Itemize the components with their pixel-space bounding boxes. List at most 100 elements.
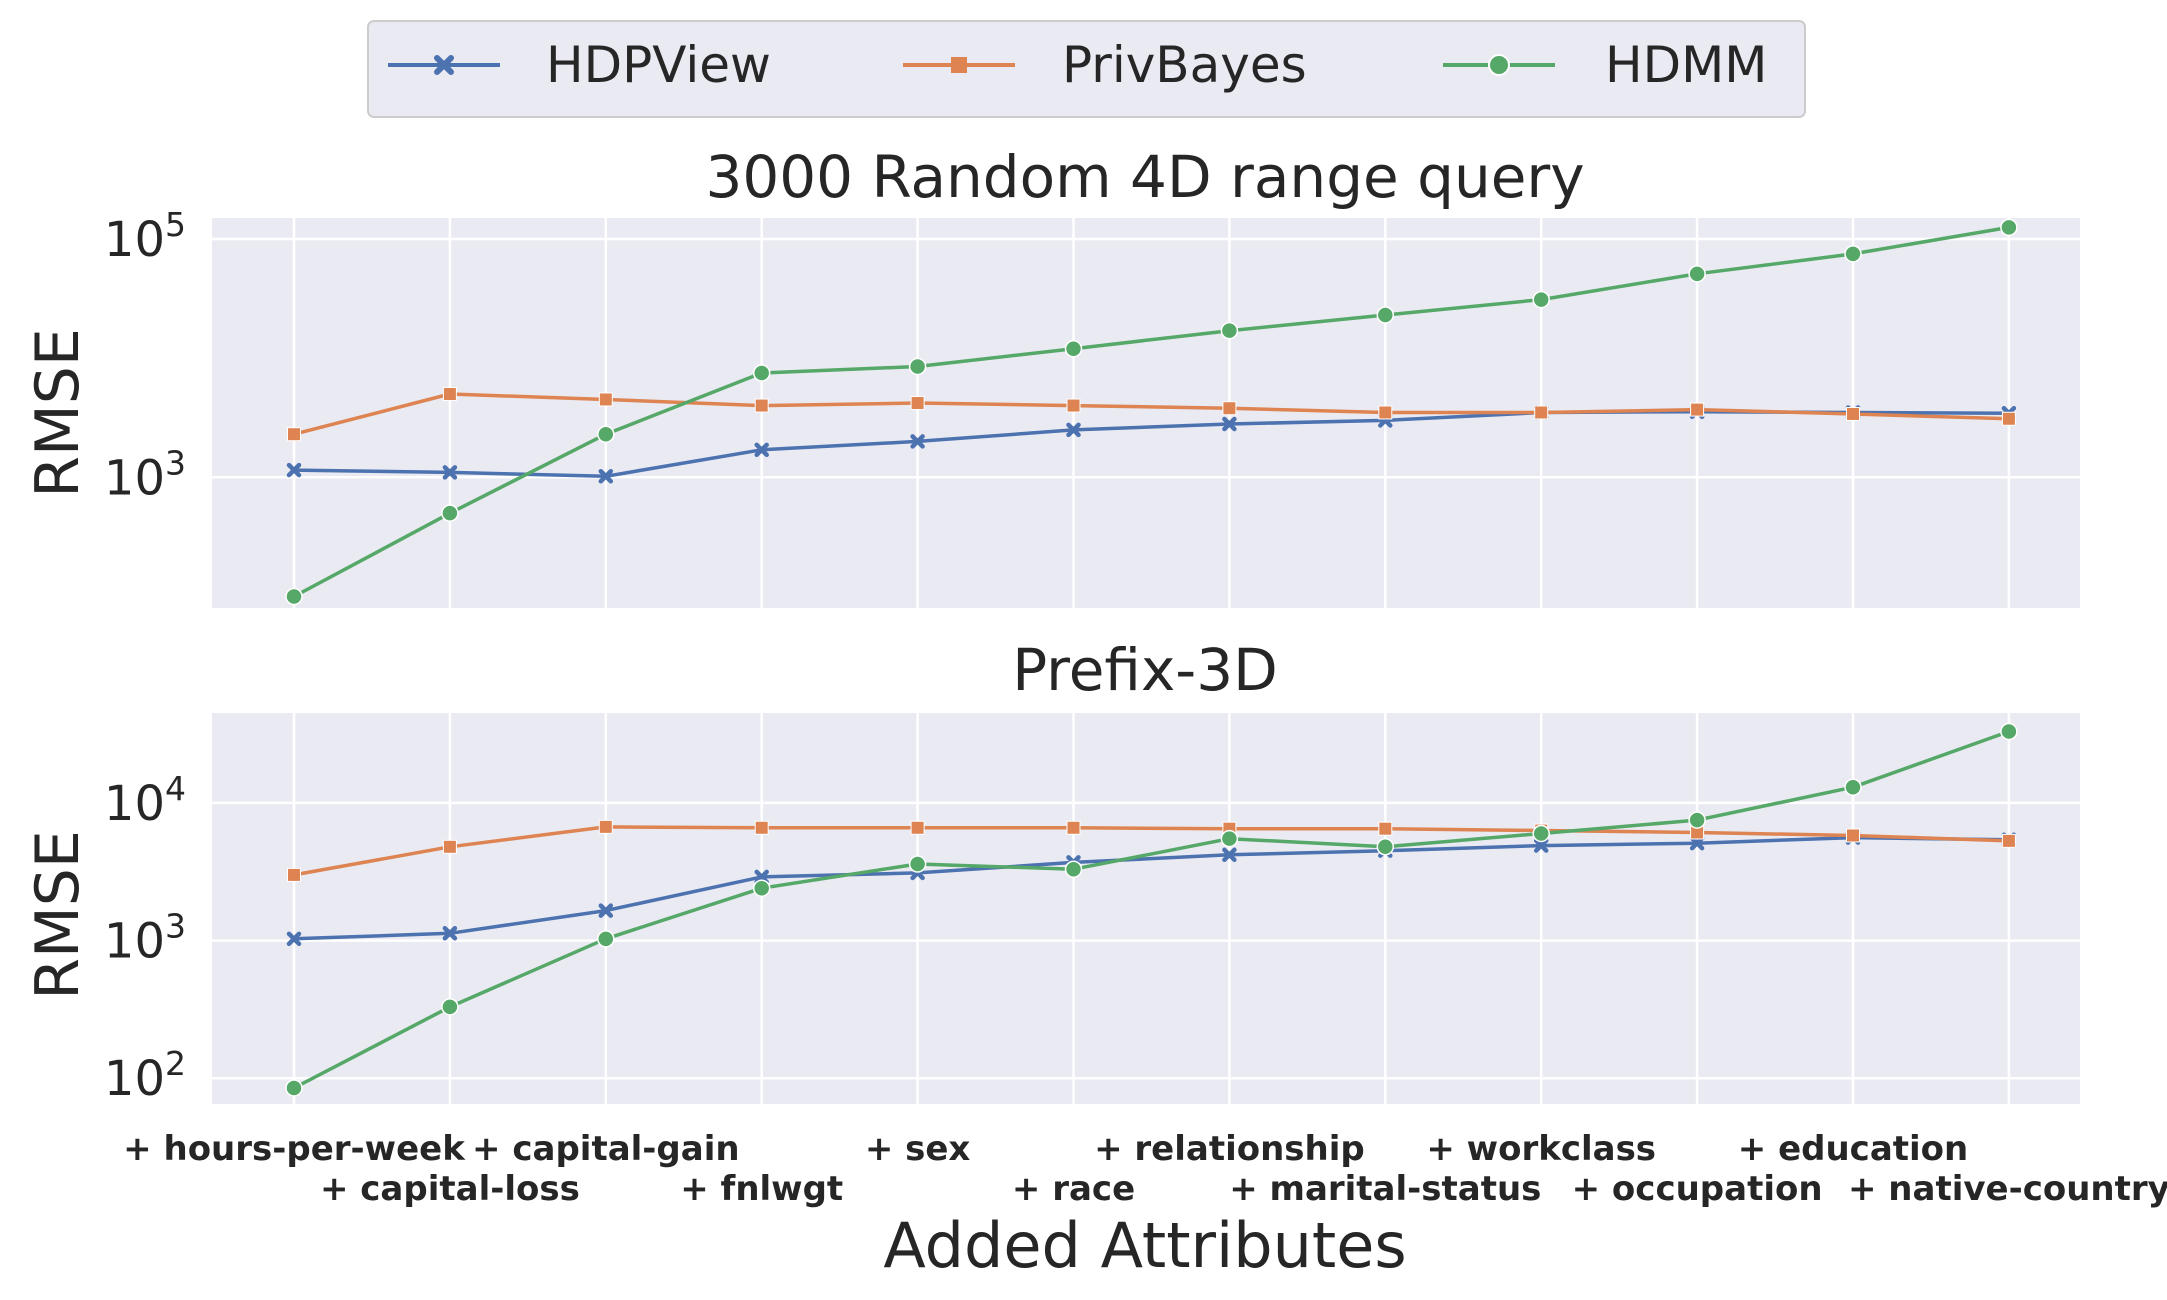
- series-privbayes: [287, 819, 2016, 882]
- point-hdmm-workclass: [1532, 290, 1550, 309]
- legend-label-hdpview: HDPView: [546, 36, 771, 94]
- x-tick-label-native-country: + native-country: [1848, 1169, 2167, 1209]
- x-tick-label-education: + education: [1738, 1129, 1969, 1169]
- x-tick-label-marital-status: + marital-status: [1229, 1169, 1541, 1209]
- point-hdpview-hours-per-week: [286, 931, 302, 947]
- legend-label-privbayes: PrivBayes: [1062, 36, 1307, 94]
- legend-marker-hdpview: [434, 55, 454, 75]
- point-hdpview-race: [1066, 422, 1081, 438]
- series-line-hdmm: [293, 225, 2010, 599]
- point-hdpview-capital-gain: [598, 903, 614, 918]
- y-tick-exponent: 5: [165, 205, 186, 244]
- point-hdmm-relationship: [1220, 321, 1239, 340]
- point-hdmm-race: [1064, 339, 1083, 358]
- point-hdpview-occupation: [1689, 835, 1705, 851]
- point-hdmm-fnlwgt: [752, 879, 771, 897]
- point-hdmm-fnlwgt: [752, 364, 771, 382]
- point-hdmm-education: [1844, 245, 1862, 263]
- point-privbayes-race: [1066, 820, 1081, 835]
- legend-entry-hdpview: HDPView: [388, 36, 771, 94]
- x-tick-label-capital-gain: + capital-gain: [472, 1129, 740, 1169]
- point-hdmm-sex: [908, 855, 927, 873]
- y-tick-label: 102: [104, 1044, 186, 1107]
- series-hdmm: [285, 722, 2018, 1097]
- point-privbayes-capital-loss: [442, 387, 457, 402]
- point-hdmm-occupation: [1688, 265, 1706, 283]
- point-hdpview-fnlwgt: [754, 442, 769, 458]
- series-line-hdmm: [293, 729, 2010, 1090]
- point-hdmm-capital-gain: [597, 425, 615, 443]
- x-tick-label-fnlwgt: + fnlwgt: [680, 1169, 843, 1209]
- y-tick-exponent: 2: [165, 1044, 186, 1083]
- point-privbayes-relationship: [1222, 401, 1237, 416]
- point-hdpview-capital-gain: [598, 469, 614, 484]
- point-hdmm-native-country: [2000, 722, 2018, 741]
- x-tick-label-hours-per-week: + hours-per-week: [123, 1129, 466, 1169]
- point-privbayes-marital-status: [1378, 405, 1393, 420]
- y-tick-base: 10: [104, 776, 165, 832]
- point-privbayes-capital-loss: [442, 839, 457, 854]
- y-tick-base: 10: [104, 212, 165, 268]
- legend-marker-hdmm: [1488, 54, 1510, 76]
- point-privbayes-fnlwgt: [754, 820, 769, 835]
- point-hdpview-hours-per-week: [286, 462, 302, 478]
- point-hdmm-workclass: [1532, 824, 1550, 843]
- point-hdmm-native-country: [2000, 218, 2018, 237]
- point-hdmm-education: [1844, 778, 1862, 796]
- point-hdpview-relationship: [1222, 847, 1237, 863]
- point-privbayes-education: [1846, 828, 1860, 843]
- y-axis-label: RMSE: [23, 830, 93, 999]
- y-tick-exponent: 3: [165, 907, 186, 946]
- y-tick-label: 105: [104, 205, 186, 268]
- chart-title: 3000 Random 4D range query: [705, 143, 1584, 211]
- legend: HDPView PrivBayes HDMM: [367, 20, 1806, 118]
- chart-title: Prefix-3D: [1012, 636, 1278, 704]
- point-hdmm-capital-loss: [441, 504, 459, 522]
- point-hdmm-capital-loss: [441, 998, 459, 1016]
- legend-entry-hdmm: HDMM: [1443, 36, 1767, 94]
- series-line-privbayes: [293, 825, 2009, 877]
- y-tick-base: 10: [104, 914, 165, 970]
- x-tick-label-workclass: + workclass: [1426, 1129, 1656, 1169]
- point-hdmm-relationship: [1220, 829, 1239, 848]
- point-privbayes-sex: [910, 396, 925, 411]
- point-hdmm-hours-per-week: [285, 1079, 303, 1097]
- x-tick-labels: + hours-per-week+ capital-loss+ capital-…: [123, 1129, 2167, 1209]
- point-hdpview-capital-loss: [442, 926, 458, 941]
- point-hdpview-workclass: [1533, 838, 1549, 853]
- series-line-hdpview: [293, 835, 2009, 941]
- x-axis-label: Added Attributes: [883, 1209, 1406, 1282]
- point-privbayes-sex: [910, 820, 925, 835]
- legend-label-hdmm: HDMM: [1605, 36, 1767, 94]
- series-hdmm: [285, 218, 2018, 606]
- point-privbayes-race: [1066, 398, 1081, 413]
- y-tick-base: 10: [104, 450, 165, 506]
- point-privbayes-capital-gain: [598, 819, 613, 834]
- x-tick-label-sex: + sex: [865, 1129, 971, 1169]
- y-tick-label: 103: [104, 443, 186, 506]
- x-tick-label-occupation: + occupation: [1572, 1169, 1823, 1209]
- point-hdmm-capital-gain: [597, 930, 615, 948]
- x-tick-label-race: + race: [1012, 1169, 1135, 1209]
- y-tick-exponent: 3: [165, 443, 186, 482]
- legend-marker-privbayes: [951, 57, 967, 73]
- point-privbayes-marital-status: [1378, 821, 1393, 836]
- y-tick-label: 104: [104, 769, 186, 832]
- legend-frame: [367, 20, 1806, 118]
- point-hdmm-sex: [908, 357, 927, 376]
- point-privbayes-native-country: [2001, 833, 2016, 848]
- point-hdpview-relationship: [1222, 416, 1237, 432]
- point-hdmm-occupation: [1688, 811, 1706, 829]
- y-tick-label: 103: [104, 907, 186, 970]
- y-axis-label: RMSE: [23, 328, 93, 497]
- point-hdmm-hours-per-week: [285, 587, 303, 606]
- point-hdmm-race: [1064, 860, 1083, 878]
- point-privbayes-education: [1846, 406, 1860, 421]
- point-privbayes-occupation: [1690, 402, 1705, 417]
- point-hdmm-marital-status: [1376, 838, 1395, 856]
- point-privbayes-capital-gain: [598, 392, 613, 407]
- point-privbayes-hours-per-week: [287, 867, 301, 882]
